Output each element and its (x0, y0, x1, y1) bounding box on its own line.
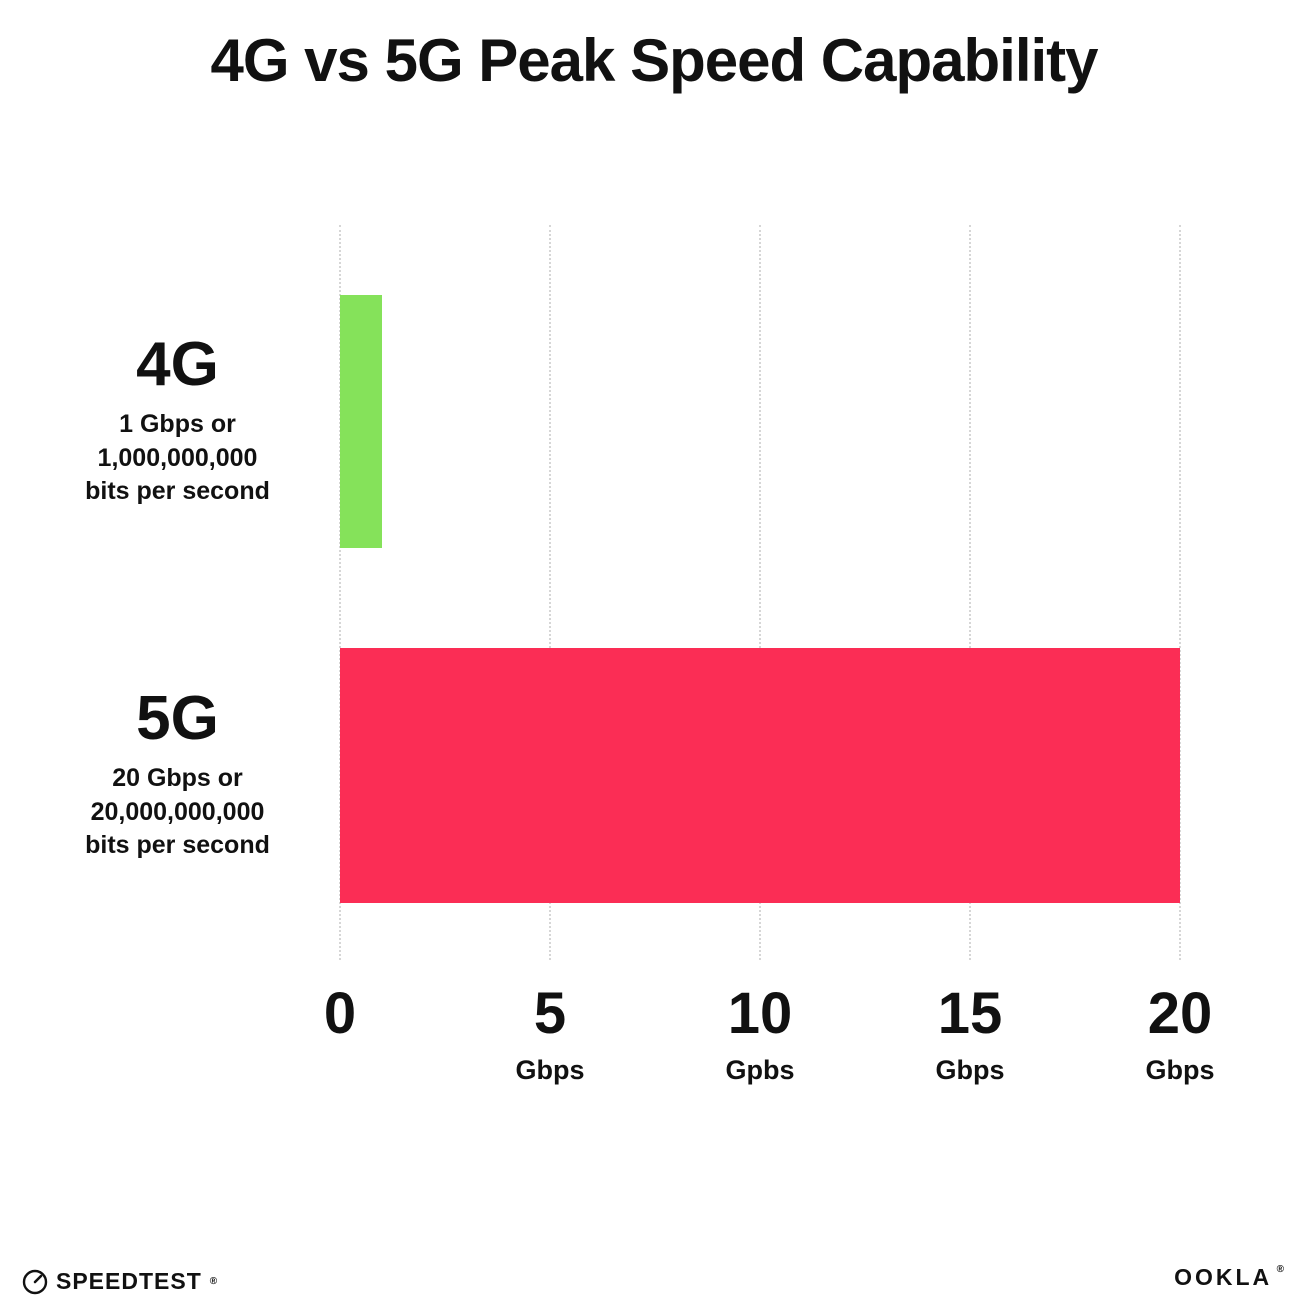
tick-unit: Gbps (935, 1055, 1005, 1085)
x-tick-10: 10 Gpbs (725, 985, 794, 1086)
tick-number: 10 (727, 981, 793, 1046)
gridline-0 (339, 225, 341, 960)
tick-unit: Gpbs (725, 1055, 795, 1085)
x-tick-15: 15 Gbps (935, 985, 1004, 1086)
speedtest-registered-mark: ® (209, 1276, 218, 1287)
sublabel-line: 1,000,000,000 (97, 443, 258, 472)
gridline-20 (1179, 225, 1181, 960)
category-sublabel-4g: 1 Gbps or 1,000,000,000 bits per second (85, 408, 270, 509)
tick-number: 15 (937, 981, 1003, 1046)
ookla-registered-mark: ® (1276, 1264, 1284, 1275)
tick-number: 0 (323, 981, 357, 1046)
category-name-4g: 4G (136, 329, 219, 399)
sublabel-line: 20,000,000,000 (90, 797, 265, 826)
plot-area (339, 225, 1181, 960)
sublabel-line: 20 Gbps or (112, 763, 243, 792)
x-axis: 0 5 Gbps 10 Gpbs 15 Gbps 20 Gbps (324, 985, 1215, 1115)
speedtest-wordmark: SPEEDTEST (56, 1268, 202, 1294)
tick-unit: Gbps (1145, 1055, 1215, 1085)
speedtest-logo: SPEEDTEST ® (22, 1268, 217, 1295)
tick-number: 5 (533, 981, 567, 1046)
tick-number: 20 (1147, 981, 1213, 1046)
tick-unit: Gbps (515, 1055, 585, 1085)
gridline-15 (969, 225, 971, 960)
x-tick-0: 0 (324, 985, 356, 1055)
sublabel-line: bits per second (85, 477, 270, 506)
speedtest-gauge-icon (22, 1269, 48, 1295)
sublabel-line: bits per second (85, 831, 270, 860)
bar-4g (340, 295, 382, 548)
category-label-4g: 4G 1 Gbps or 1,000,000,000 bits per seco… (55, 295, 300, 548)
ookla-logo: OOKLA ® (1174, 1264, 1284, 1291)
gridline-10 (759, 225, 761, 960)
chart-title: 4G vs 5G Peak Speed Capability (210, 27, 1098, 94)
gridline-5 (549, 225, 551, 960)
category-sublabel-5g: 20 Gbps or 20,000,000,000 bits per secon… (85, 762, 270, 863)
x-tick-5: 5 Gbps (515, 985, 584, 1086)
ookla-wordmark: OOKLA (1174, 1264, 1273, 1290)
bar-5g (340, 648, 1180, 903)
category-name-5g: 5G (136, 683, 219, 753)
category-label-5g: 5G 20 Gbps or 20,000,000,000 bits per se… (50, 648, 305, 903)
x-tick-20: 20 Gbps (1145, 985, 1214, 1086)
sublabel-line: 1 Gbps or (119, 409, 236, 438)
